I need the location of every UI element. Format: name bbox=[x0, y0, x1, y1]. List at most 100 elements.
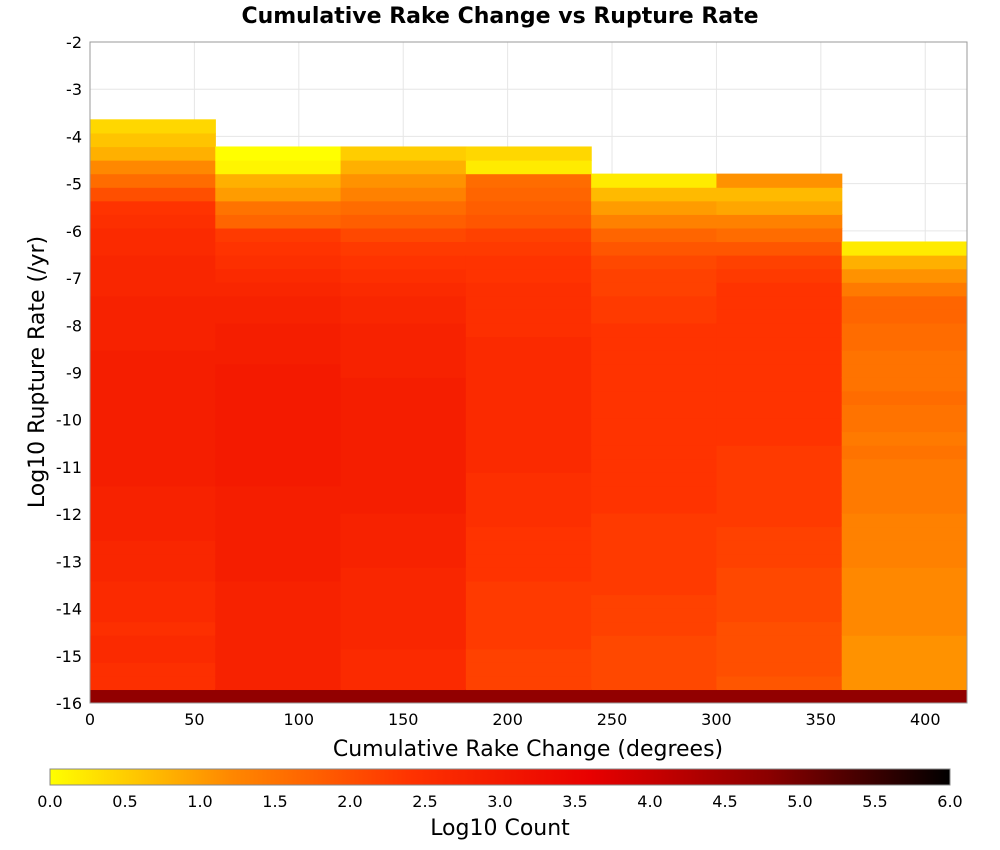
y-tick-label: -7 bbox=[66, 269, 82, 288]
heatmap-cell bbox=[465, 567, 592, 582]
heatmap-cell bbox=[465, 404, 592, 419]
heatmap-cell bbox=[215, 526, 342, 541]
heatmap-cell bbox=[591, 255, 718, 270]
heatmap-cell bbox=[340, 635, 467, 650]
heatmap-cell bbox=[465, 540, 592, 555]
heatmap-cell bbox=[90, 227, 216, 243]
heatmap-cell bbox=[215, 621, 342, 636]
heatmap-cell bbox=[90, 417, 216, 433]
y-tick-label: -3 bbox=[66, 80, 82, 99]
heatmap-cell bbox=[716, 580, 843, 596]
heatmap-cell bbox=[465, 689, 592, 703]
heatmap-cell bbox=[716, 607, 843, 623]
heatmap-cell bbox=[716, 350, 843, 365]
x-tick-label: 400 bbox=[910, 710, 941, 729]
heatmap-cell bbox=[90, 268, 216, 283]
heatmap-cell bbox=[90, 689, 216, 703]
colorbar-tick-label: 0.5 bbox=[112, 792, 137, 811]
heatmap-cell bbox=[340, 160, 467, 175]
heatmap-cell bbox=[591, 499, 718, 514]
heatmap-cell bbox=[340, 621, 467, 636]
heatmap-cell bbox=[465, 146, 592, 161]
heatmap-cell bbox=[215, 214, 342, 229]
heatmap-cell bbox=[340, 336, 467, 351]
heatmap-cell bbox=[340, 282, 467, 297]
heatmap-cell bbox=[90, 580, 216, 596]
heatmap-cell bbox=[465, 635, 592, 650]
heatmap-cell bbox=[716, 499, 843, 514]
heatmap-cell bbox=[591, 607, 718, 623]
heatmap-cell bbox=[841, 417, 967, 433]
y-tick-label: -14 bbox=[56, 600, 82, 619]
heatmap-cell bbox=[591, 445, 718, 460]
heatmap-cell bbox=[591, 458, 718, 473]
heatmap-cell bbox=[465, 200, 592, 215]
heatmap-cell bbox=[591, 675, 718, 691]
heatmap-cell bbox=[465, 580, 592, 596]
colorbar-tick-label: 4.0 bbox=[637, 792, 662, 811]
heatmap-cell bbox=[841, 594, 967, 609]
x-tick-label: 300 bbox=[701, 710, 732, 729]
heatmap-cell bbox=[90, 295, 216, 310]
heatmap-cell bbox=[340, 255, 467, 270]
heatmap-cell bbox=[465, 621, 592, 636]
heatmap-cell bbox=[215, 350, 342, 365]
heatmap-cell bbox=[716, 431, 843, 446]
heatmap-cell bbox=[90, 621, 216, 636]
y-tick-label: -13 bbox=[56, 552, 82, 571]
heatmap-cell bbox=[716, 309, 843, 324]
heatmap-cell bbox=[340, 445, 467, 460]
heatmap-cell bbox=[90, 662, 216, 677]
heatmap-cell bbox=[841, 309, 967, 324]
colorbar-tick-label: 5.5 bbox=[862, 792, 887, 811]
heatmap-cell bbox=[841, 282, 967, 297]
heatmap-cell bbox=[340, 227, 467, 243]
colorbar-tick-label: 2.0 bbox=[337, 792, 362, 811]
heatmap-cell bbox=[340, 295, 467, 310]
heatmap-cell bbox=[591, 567, 718, 582]
heatmap-cell bbox=[215, 472, 342, 487]
heatmap-cell bbox=[716, 526, 843, 541]
heatmap-cell bbox=[465, 607, 592, 623]
heatmap-cell bbox=[215, 241, 342, 256]
heatmap-cell bbox=[340, 322, 467, 338]
heatmap-cell bbox=[90, 648, 216, 663]
heatmap-cell bbox=[340, 580, 467, 596]
heatmap-cell bbox=[841, 512, 967, 528]
heatmap-cell bbox=[215, 431, 342, 446]
heatmap-cell bbox=[340, 268, 467, 283]
heatmap-cell bbox=[591, 689, 718, 703]
heatmap-cell bbox=[90, 404, 216, 419]
heatmap-cell bbox=[465, 268, 592, 283]
heatmap-cell bbox=[340, 390, 467, 405]
heatmap-cell bbox=[340, 214, 467, 229]
heatmap-cell bbox=[465, 309, 592, 324]
heatmap-cell bbox=[841, 553, 967, 568]
heatmap-cell bbox=[465, 214, 592, 229]
colorbar-tick-label: 3.5 bbox=[562, 792, 587, 811]
heatmap-cell bbox=[591, 241, 718, 256]
heatmap-cell bbox=[90, 635, 216, 650]
heatmap-cell bbox=[340, 689, 467, 703]
colorbar bbox=[49, 768, 951, 786]
heatmap-cell bbox=[841, 336, 967, 351]
heatmap-cell bbox=[716, 187, 843, 202]
heatmap-cell bbox=[716, 336, 843, 351]
heatmap-cell bbox=[591, 648, 718, 663]
heatmap-cell bbox=[591, 377, 718, 392]
heatmap-cell bbox=[591, 214, 718, 229]
heatmap-cell bbox=[90, 336, 216, 351]
y-tick-label: -16 bbox=[56, 694, 82, 713]
colorbar-tick-label: 1.5 bbox=[262, 792, 287, 811]
x-tick-label: 250 bbox=[597, 710, 628, 729]
y-tick-label: -12 bbox=[56, 505, 82, 524]
x-axis-label: Cumulative Rake Change (degrees) bbox=[333, 737, 723, 762]
heatmap-cell bbox=[215, 512, 342, 528]
heatmap-cell bbox=[591, 472, 718, 487]
heatmap-cell bbox=[591, 350, 718, 365]
heatmap-cell bbox=[716, 635, 843, 650]
heatmap-cell bbox=[591, 526, 718, 541]
y-tick-label: -11 bbox=[56, 458, 82, 477]
heatmap-cell bbox=[841, 567, 967, 582]
